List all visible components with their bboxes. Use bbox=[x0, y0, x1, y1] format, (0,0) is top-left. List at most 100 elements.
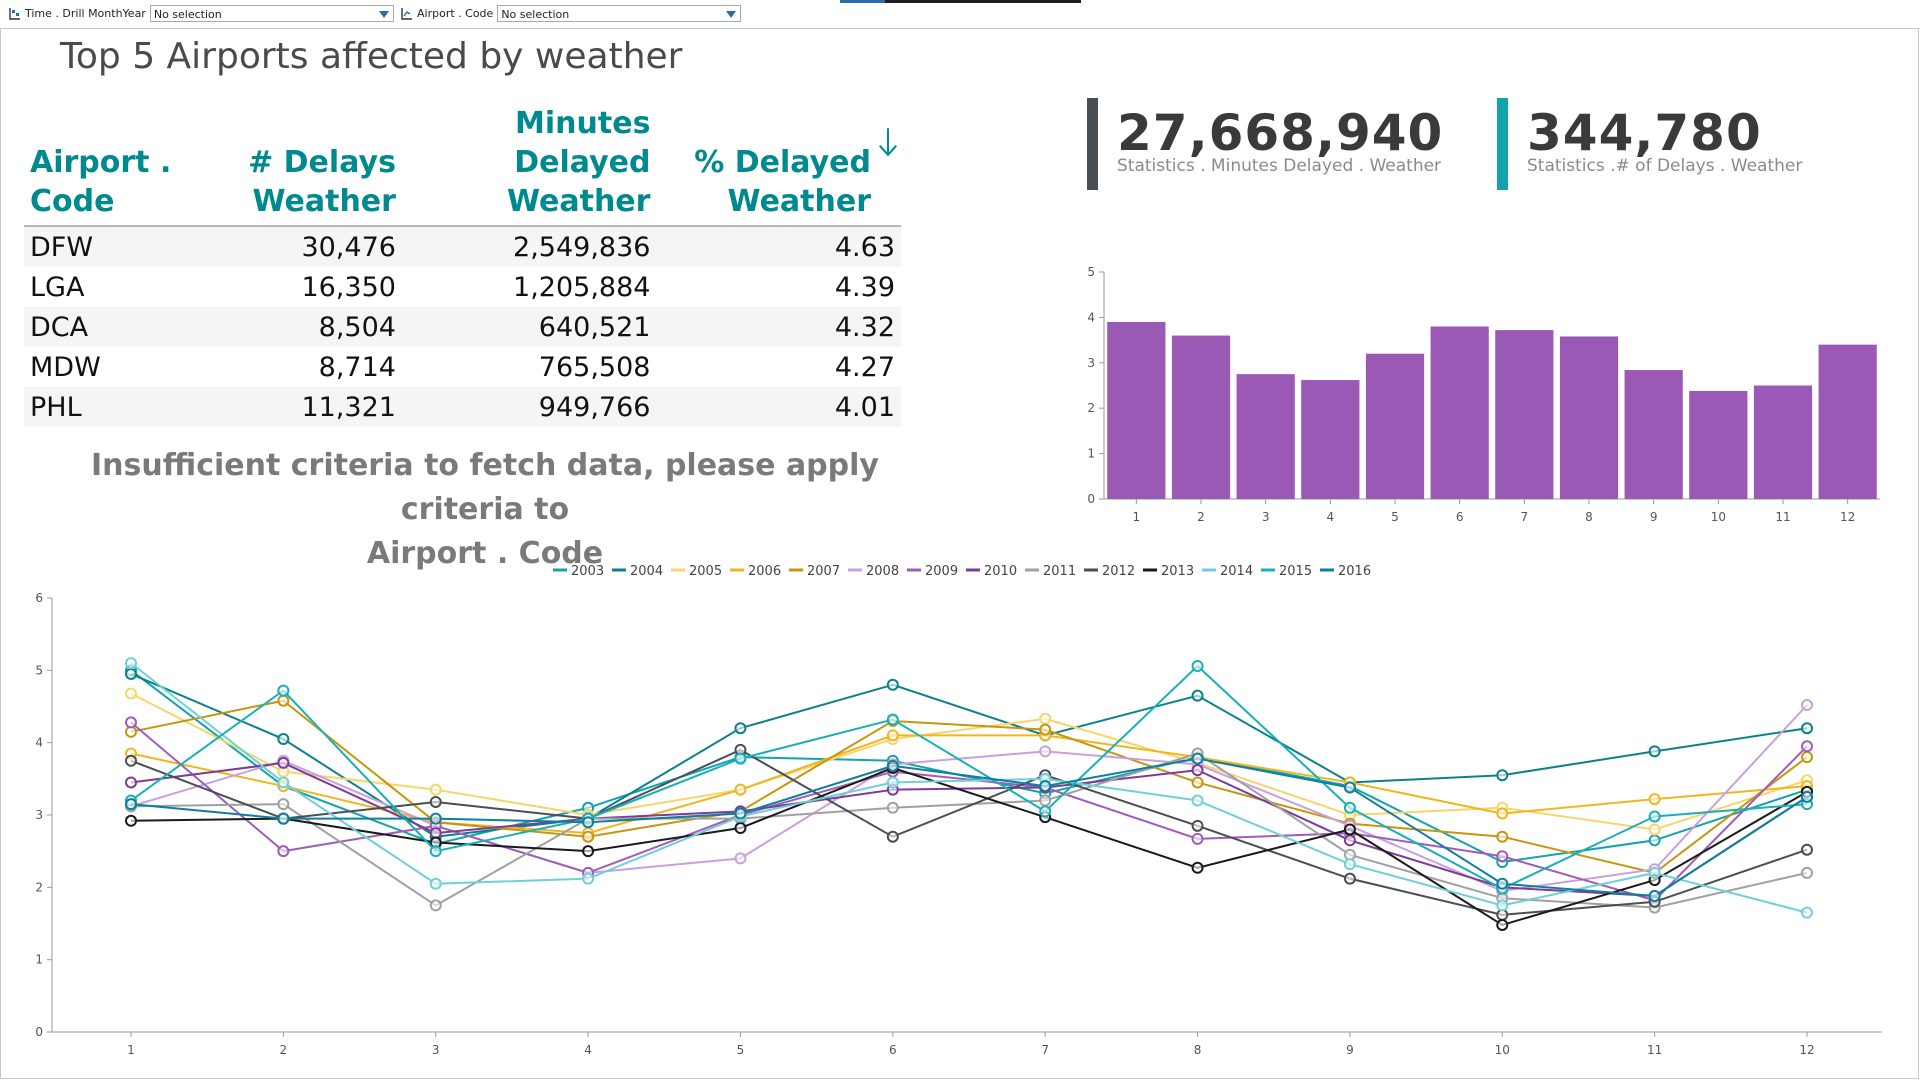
data-point[interactable] bbox=[1039, 745, 1052, 758]
legend-item[interactable]: 2006 bbox=[730, 564, 781, 579]
table-row[interactable]: PHL 11,321 949,766 4.01 bbox=[24, 387, 901, 427]
data-point[interactable] bbox=[277, 798, 290, 811]
bar[interactable] bbox=[1430, 326, 1489, 499]
bar[interactable] bbox=[1753, 385, 1813, 500]
column-header-airport-code[interactable]: Airport . Code bbox=[24, 104, 241, 227]
column-header-minutes[interactable]: Minutes Delayed Weather bbox=[401, 104, 657, 227]
bar[interactable] bbox=[1301, 380, 1360, 499]
data-point[interactable] bbox=[1496, 899, 1509, 912]
bar[interactable] bbox=[1495, 330, 1554, 499]
legend-item[interactable]: 2007 bbox=[789, 564, 840, 579]
data-point[interactable] bbox=[1191, 752, 1204, 765]
filter-time-select[interactable]: No selection bbox=[149, 4, 394, 22]
column-header-delays[interactable]: # Delays Weather bbox=[240, 104, 402, 227]
series-path[interactable] bbox=[130, 669, 1808, 864]
data-point[interactable] bbox=[886, 759, 899, 772]
data-point[interactable] bbox=[1496, 877, 1509, 890]
data-point[interactable] bbox=[1191, 861, 1204, 874]
table-row[interactable]: DFW 30,476 2,549,836 4.63 bbox=[24, 226, 901, 267]
data-point[interactable] bbox=[277, 845, 290, 858]
data-point[interactable] bbox=[734, 783, 747, 796]
data-point[interactable] bbox=[125, 687, 137, 700]
data-point[interactable] bbox=[1039, 794, 1052, 807]
column-header-pct[interactable]: % Delayed Weather bbox=[656, 104, 901, 227]
series-path[interactable] bbox=[130, 761, 1808, 898]
data-point[interactable] bbox=[1039, 723, 1052, 736]
data-point[interactable] bbox=[277, 684, 290, 697]
data-point[interactable] bbox=[886, 713, 899, 726]
data-point[interactable] bbox=[1496, 850, 1509, 863]
data-point[interactable] bbox=[734, 852, 747, 865]
data-point[interactable] bbox=[582, 845, 595, 858]
data-point[interactable] bbox=[1191, 689, 1204, 702]
series-path[interactable] bbox=[130, 721, 1808, 902]
data-point[interactable] bbox=[1496, 807, 1509, 820]
data-point[interactable] bbox=[582, 830, 595, 843]
data-point[interactable] bbox=[277, 733, 290, 746]
data-point[interactable] bbox=[1039, 712, 1052, 725]
data-point[interactable] bbox=[125, 814, 137, 827]
data-point[interactable] bbox=[734, 822, 747, 835]
data-point[interactable] bbox=[1039, 805, 1052, 818]
series-path[interactable] bbox=[130, 757, 1808, 898]
data-point[interactable] bbox=[1801, 843, 1813, 856]
data-point[interactable] bbox=[1191, 659, 1204, 672]
data-point[interactable] bbox=[125, 776, 137, 789]
legend-item[interactable]: 2005 bbox=[671, 564, 722, 579]
bar[interactable] bbox=[1365, 353, 1425, 499]
data-point[interactable] bbox=[1648, 823, 1661, 836]
data-point[interactable] bbox=[1191, 794, 1204, 807]
data-point[interactable] bbox=[1496, 830, 1509, 843]
series-path[interactable] bbox=[130, 704, 1808, 892]
data-point[interactable] bbox=[125, 754, 137, 767]
data-point[interactable] bbox=[1801, 722, 1813, 735]
data-point[interactable] bbox=[1648, 793, 1661, 806]
data-point[interactable] bbox=[1648, 834, 1661, 847]
data-point[interactable] bbox=[1496, 918, 1509, 931]
data-point[interactable] bbox=[1343, 872, 1356, 885]
data-point[interactable] bbox=[1191, 832, 1204, 845]
data-point[interactable] bbox=[886, 801, 899, 814]
data-point[interactable] bbox=[429, 795, 442, 808]
legend-item[interactable]: 2008 bbox=[848, 564, 899, 579]
legend-item[interactable]: 2009 bbox=[907, 564, 958, 579]
data-point[interactable] bbox=[1191, 764, 1204, 777]
legend-item[interactable]: 2012 bbox=[1084, 564, 1135, 579]
data-point[interactable] bbox=[125, 798, 137, 811]
data-point[interactable] bbox=[277, 776, 290, 789]
table-row[interactable]: DCA 8,504 640,521 4.32 bbox=[24, 307, 901, 347]
series-path[interactable] bbox=[130, 662, 1808, 914]
table-row[interactable]: LGA 16,350 1,205,884 4.39 bbox=[24, 267, 901, 307]
data-point[interactable] bbox=[734, 722, 747, 735]
data-point[interactable] bbox=[734, 752, 747, 765]
data-point[interactable] bbox=[1801, 866, 1813, 879]
data-point[interactable] bbox=[429, 845, 442, 858]
data-point[interactable] bbox=[886, 729, 899, 742]
legend-item[interactable]: 2004 bbox=[612, 564, 663, 579]
legend-item[interactable]: 2016 bbox=[1320, 564, 1371, 579]
data-point[interactable] bbox=[886, 776, 899, 789]
legend-item[interactable]: 2013 bbox=[1143, 564, 1194, 579]
filter-airport-select[interactable]: No selection bbox=[497, 4, 742, 22]
series-path[interactable] bbox=[130, 766, 1808, 927]
bar[interactable] bbox=[1689, 390, 1748, 499]
data-point[interactable] bbox=[1343, 834, 1356, 847]
series-path[interactable] bbox=[130, 734, 1808, 835]
data-point[interactable] bbox=[429, 783, 442, 796]
data-point[interactable] bbox=[429, 877, 442, 890]
data-point[interactable] bbox=[125, 657, 137, 670]
bar[interactable] bbox=[1818, 344, 1877, 499]
data-point[interactable] bbox=[582, 816, 595, 829]
legend-item[interactable]: 2003 bbox=[553, 564, 604, 579]
data-point[interactable] bbox=[1343, 823, 1356, 836]
data-point[interactable] bbox=[886, 678, 899, 691]
bar[interactable] bbox=[1559, 336, 1619, 499]
data-point[interactable] bbox=[1648, 866, 1661, 879]
data-point[interactable] bbox=[277, 694, 290, 707]
data-point[interactable] bbox=[125, 716, 137, 729]
tab-indicator-active[interactable] bbox=[885, 0, 1081, 3]
data-point[interactable] bbox=[734, 807, 747, 820]
data-point[interactable] bbox=[1343, 781, 1356, 794]
data-point[interactable] bbox=[1039, 780, 1052, 793]
series-path[interactable] bbox=[130, 748, 1808, 916]
